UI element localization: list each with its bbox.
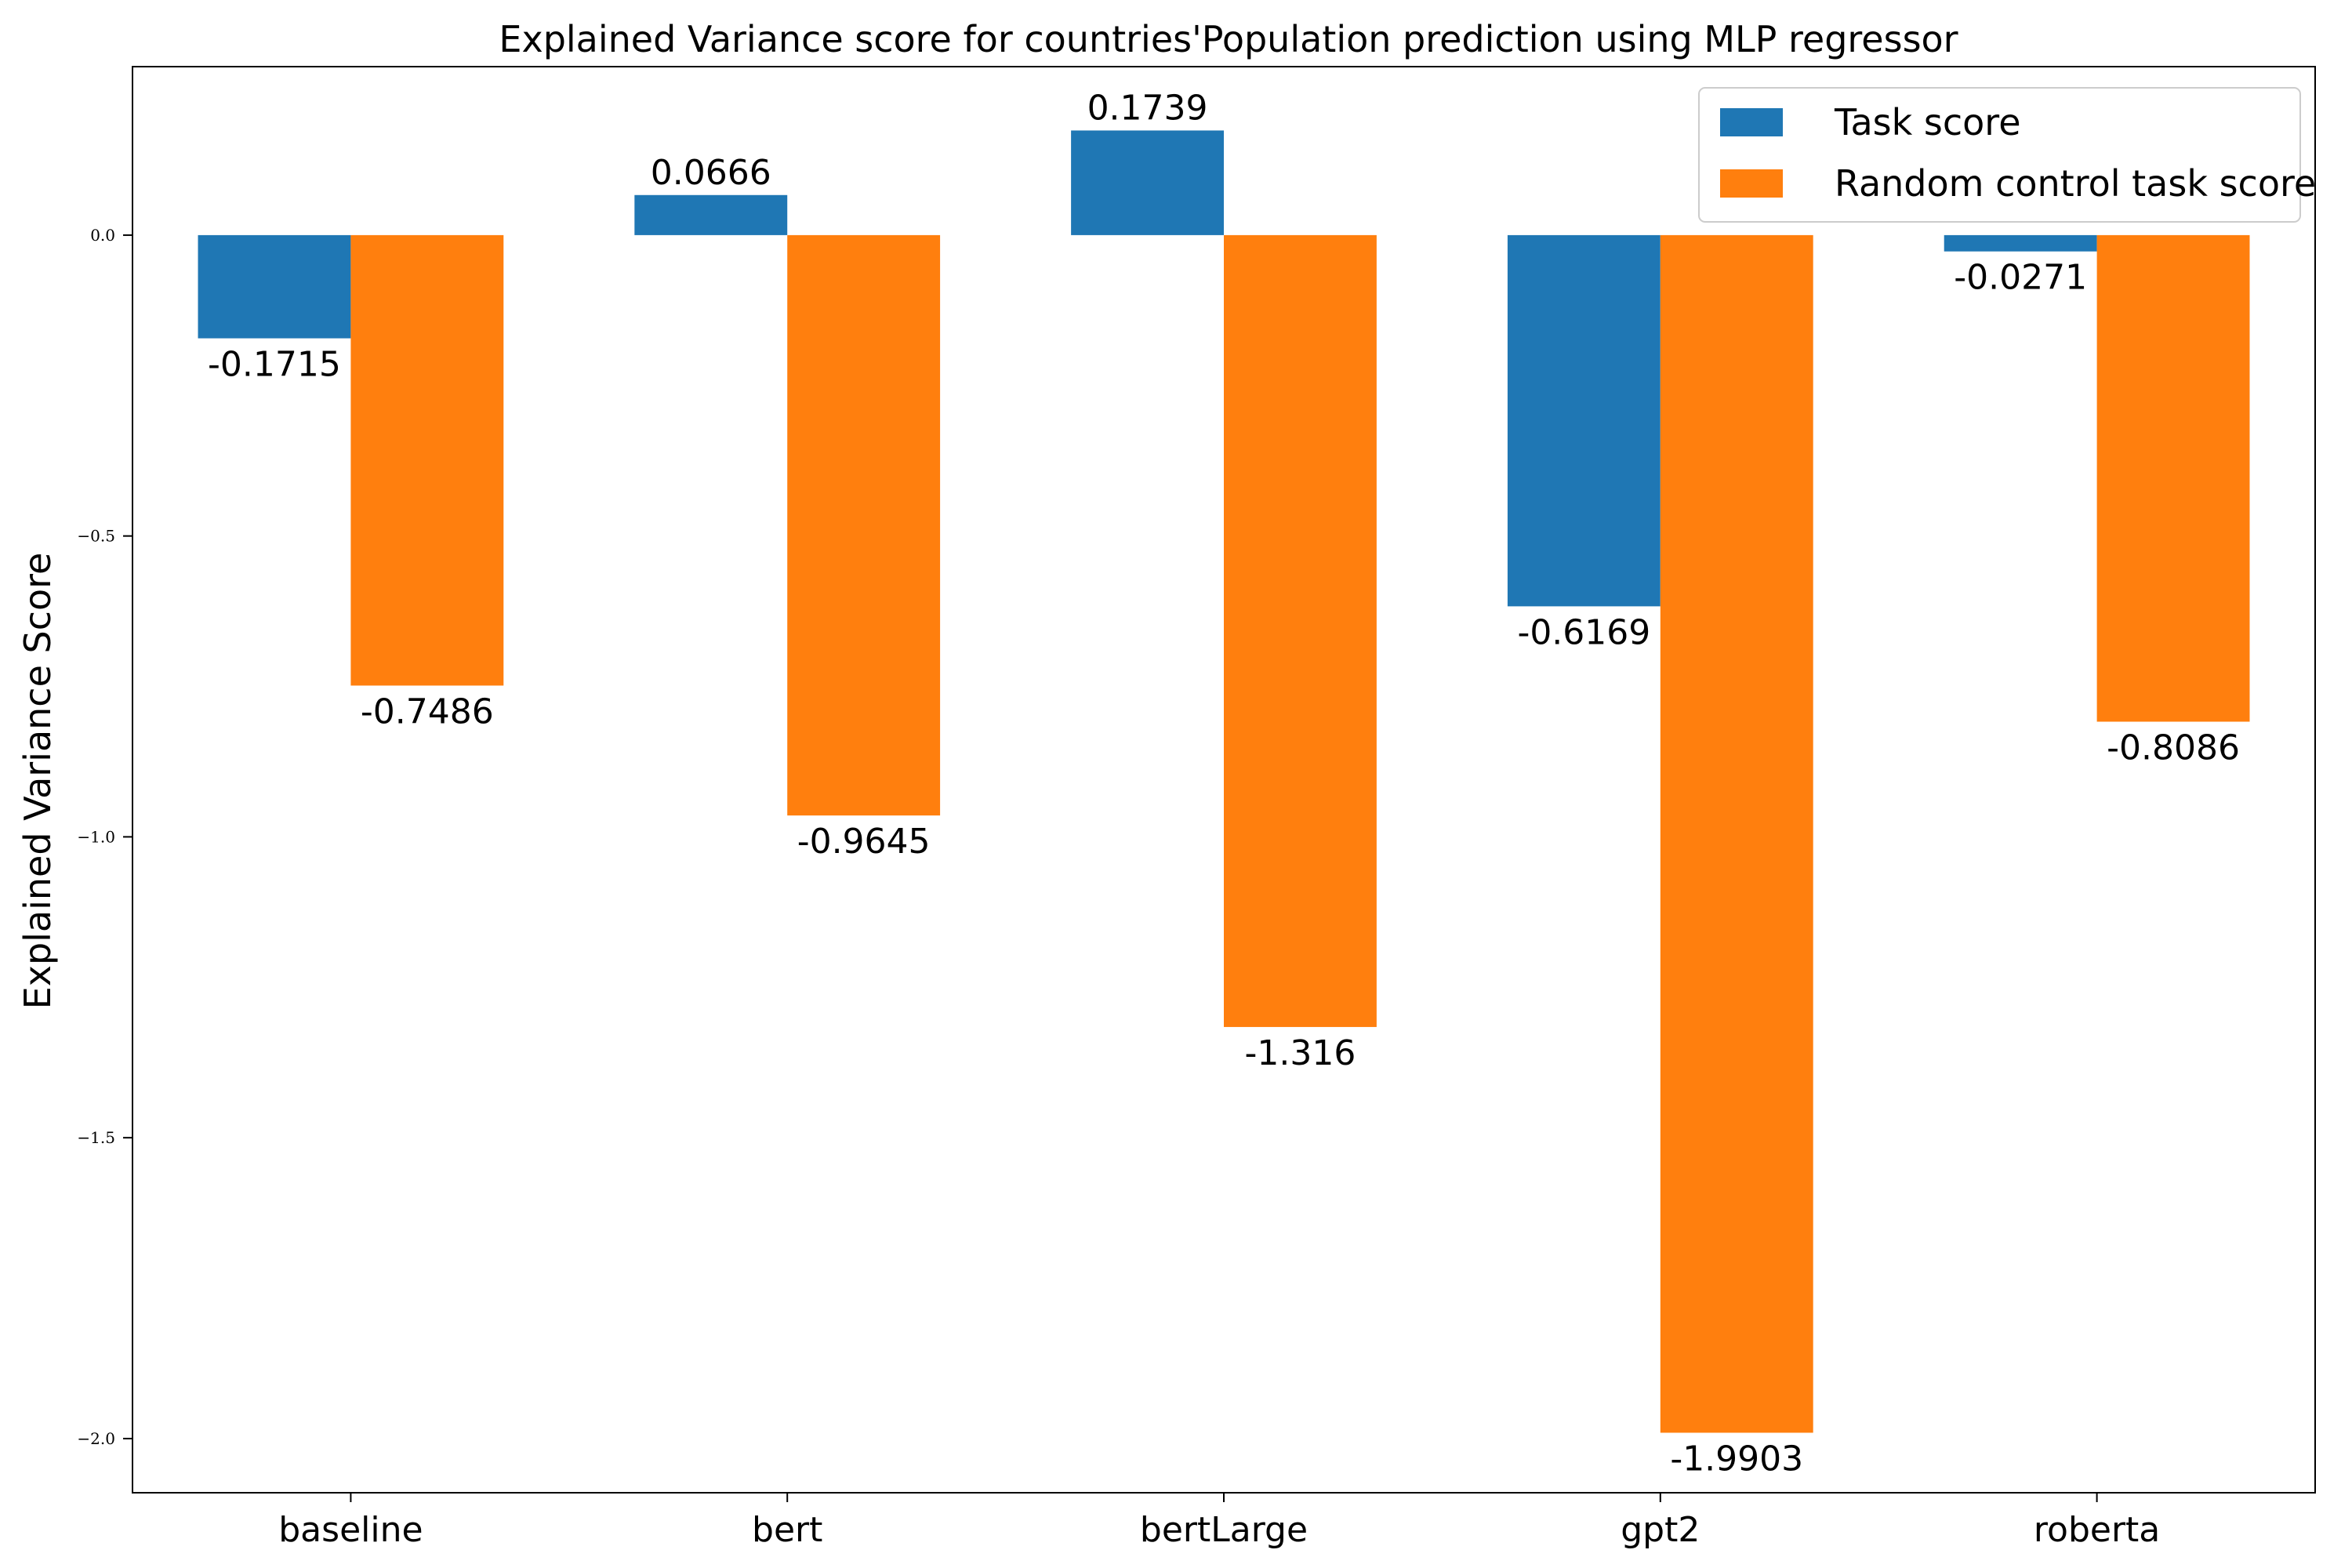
bar-roberta-series-1 (1944, 234, 2097, 252)
legend-box (1698, 87, 2301, 223)
bar-labels-group: -0.1715 0.0666 0.1739 -0.6169 -0.0271 -0.7486… (208, 88, 2240, 1479)
bar-value-label: 0.1739 (1087, 88, 1208, 128)
x-tick-label: gpt2 (1621, 1510, 1700, 1550)
x-tick-label: bertLarge (1140, 1510, 1308, 1550)
bar-baseline-series-1 (198, 234, 351, 339)
legend-label-series-2: Random control task score (1835, 162, 2316, 205)
y-axis-label: Explained Variance Score (16, 553, 59, 1010)
bar-bertLarge-series-2 (1224, 234, 1377, 1027)
plot-frame (132, 66, 2316, 1494)
y-tick-label: −1.5 (77, 1128, 115, 1147)
y-ticks-group: 0.0 −0.5 −1.0 −1.5 −2.0 (77, 226, 132, 1448)
x-tick-label: bert (752, 1510, 822, 1550)
bar-bert-series-1 (634, 194, 788, 235)
chart-title: Explained Variance score for countries'P… (499, 18, 1958, 60)
x-tick-label: baseline (278, 1510, 423, 1550)
bar-roberta-series-2 (2096, 234, 2250, 722)
bar-gpt2-series-1 (1507, 234, 1661, 607)
x-tick-label: roberta (2034, 1510, 2160, 1550)
bar-value-label: -1.9903 (1670, 1439, 1803, 1479)
bar-value-label: -0.9645 (797, 822, 931, 862)
y-tick-label: −2.0 (77, 1429, 115, 1448)
bar-bert-series-2 (787, 234, 941, 816)
legend: Task score Random control task score (1698, 87, 2316, 223)
bar-gpt2-series-2 (1660, 234, 1813, 1433)
bar-baseline-series-2 (350, 234, 504, 686)
y-tick-label: −0.5 (77, 527, 115, 546)
bar-value-label: 0.0666 (651, 153, 771, 193)
bar-bertLarge-series-1 (1071, 130, 1224, 235)
x-ticks-group: baseline bert bertLarge gpt2 roberta (278, 1493, 2160, 1550)
bar-value-label: -0.6169 (1517, 612, 1650, 652)
y-tick-label: 0.0 (90, 226, 115, 245)
bar-value-label: -0.7486 (361, 691, 494, 731)
bar-value-label: -0.8086 (2107, 728, 2240, 768)
legend-label-series-1: Task score (1834, 101, 2021, 143)
bar-value-label: -0.1715 (208, 345, 341, 385)
bar-value-label: -0.0271 (1954, 258, 2087, 298)
bar-value-label: -1.316 (1245, 1033, 1356, 1073)
y-tick-label: −1.0 (77, 827, 115, 846)
legend-swatch-series-1 (1720, 108, 1783, 136)
legend-swatch-series-2 (1720, 169, 1783, 198)
bars-group (198, 130, 2250, 1433)
